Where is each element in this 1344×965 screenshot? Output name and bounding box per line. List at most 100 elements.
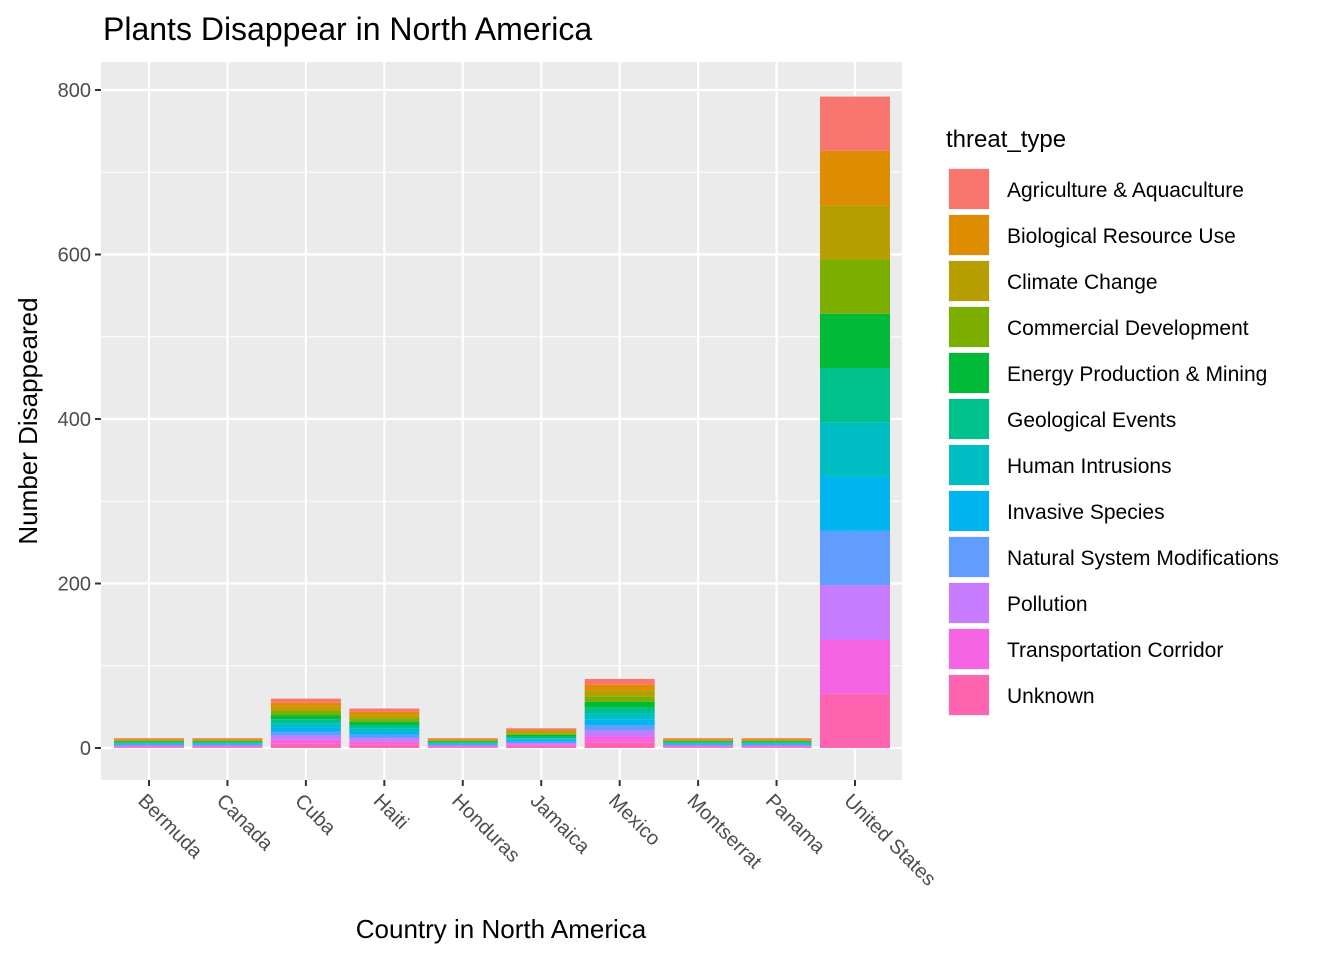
- bar-segment: [192, 743, 263, 744]
- bar-segment: [270, 735, 341, 740]
- bar-segment: [741, 747, 812, 748]
- bar-segment: [663, 741, 734, 743]
- x-tick-label: Haiti: [369, 790, 413, 834]
- legend-swatch: [949, 445, 989, 485]
- bar-segment: [427, 742, 498, 744]
- y-tick-label: 800: [58, 80, 91, 102]
- bar-segment: [506, 741, 577, 744]
- legend-label: Pollution: [1007, 593, 1088, 616]
- bar-segment: [584, 707, 655, 714]
- bar-segment: [741, 741, 812, 743]
- bar-segment: [349, 724, 420, 729]
- bar-segment: [192, 739, 263, 741]
- bar-segment: [584, 742, 655, 748]
- bar-segment: [506, 728, 577, 730]
- bar-segment: [349, 708, 420, 712]
- y-axis-title: Number Disappeared: [13, 297, 43, 544]
- bar-segment: [114, 742, 184, 744]
- bar-segment: [506, 743, 577, 745]
- bar-segment: [741, 744, 812, 746]
- bar-segment: [427, 738, 498, 740]
- x-tick-label: Jamaica: [526, 790, 595, 859]
- bar-segment: [192, 738, 263, 739]
- bar-segment: [506, 744, 577, 747]
- bar-segment: [741, 743, 812, 744]
- legend-label: Agriculture & Aquaculture: [1007, 179, 1244, 202]
- bar-segment: [584, 684, 655, 691]
- legend-swatch: [949, 261, 989, 301]
- legend-label: Geological Events: [1007, 409, 1176, 432]
- bar-segment: [584, 736, 655, 743]
- bar-segment: [192, 746, 263, 748]
- bar-segment: [270, 743, 341, 748]
- bar-segment: [820, 259, 890, 314]
- bar-segment: [506, 734, 577, 737]
- bar-segment: [114, 740, 184, 742]
- bar-segment: [584, 701, 655, 708]
- bar-segment: [820, 585, 890, 640]
- bar-segment: [114, 738, 184, 739]
- legend-swatch: [949, 629, 989, 669]
- x-tick-label: Montserrat: [683, 790, 766, 873]
- bar-segment: [506, 746, 577, 748]
- bar-segment: [427, 746, 498, 748]
- bar-segment: [270, 710, 341, 716]
- bar-segment: [114, 739, 184, 741]
- legend-label: Climate Change: [1007, 271, 1158, 294]
- bar-segment: [114, 747, 184, 748]
- legend-swatch: [949, 353, 989, 393]
- legend-swatch: [949, 307, 989, 347]
- bar-segment: [820, 639, 890, 694]
- bar-segment: [506, 739, 577, 742]
- bar-segment: [663, 738, 734, 739]
- bar-segment: [349, 744, 420, 748]
- legend: threat_type Agriculture & Aquaculture Bio…: [946, 126, 1279, 716]
- bar-segment: [820, 693, 890, 748]
- bar-segment: [584, 713, 655, 720]
- x-tick-label: Panama: [761, 790, 830, 859]
- bars: [114, 96, 890, 748]
- plot-panel: [101, 62, 902, 780]
- bar-segment: [820, 422, 890, 477]
- bar-segment: [427, 743, 498, 744]
- bar-segment: [349, 731, 420, 735]
- bar-segment: [192, 742, 263, 744]
- bar-segment: [349, 715, 420, 719]
- legend-swatch: [949, 583, 989, 623]
- x-tick-label: Bermuda: [133, 790, 207, 864]
- bar-segment: [270, 719, 341, 724]
- bar-segment: [349, 728, 420, 732]
- bar-segment: [663, 743, 734, 745]
- bar-segment: [192, 740, 263, 742]
- bar-segment: [270, 723, 341, 728]
- bar-segment: [192, 747, 263, 748]
- bar-segment: [192, 738, 263, 740]
- bar-segment: [427, 739, 498, 741]
- y-tick-label: 200: [58, 574, 91, 596]
- bar-segment: [741, 739, 812, 741]
- legend-title: threat_type: [946, 126, 1066, 153]
- bar-segment: [427, 743, 498, 745]
- bar-segment: [741, 738, 812, 739]
- legend-swatch: [949, 215, 989, 255]
- bar-segment: [506, 729, 577, 732]
- bar-segment: [192, 744, 263, 746]
- bar-segment: [820, 313, 890, 369]
- bar-segment: [741, 740, 812, 742]
- bar-segment: [584, 678, 655, 685]
- bar-segment: [270, 731, 341, 736]
- bar-segment: [270, 706, 341, 711]
- bar-segment: [820, 150, 890, 206]
- bar-segment: [192, 741, 263, 743]
- bar-segment: [663, 742, 734, 744]
- bar-segment: [427, 741, 498, 743]
- bar-segment: [584, 719, 655, 725]
- bar-segment: [741, 742, 812, 744]
- bar-segment: [663, 743, 734, 744]
- legend-label: Natural System Modifications: [1007, 547, 1279, 570]
- y-tick-label: 400: [58, 409, 91, 431]
- bar-segment: [270, 702, 341, 707]
- bar-segment: [427, 740, 498, 742]
